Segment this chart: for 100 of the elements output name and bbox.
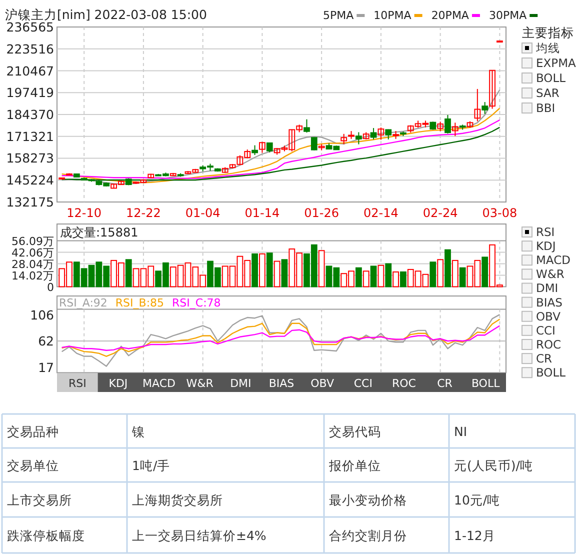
y-tick-label: 132175 <box>6 194 54 210</box>
text: KDJ <box>108 377 128 390</box>
legend-label: 20PMA <box>431 9 470 22</box>
legend-label: 5PMA <box>323 9 354 22</box>
bar <box>252 253 258 288</box>
text: 镍 <box>131 424 145 439</box>
bar <box>444 249 451 288</box>
candlestick <box>266 142 273 153</box>
bar <box>482 256 488 288</box>
text: RSI <box>536 225 555 239</box>
y-tick-label: 223516 <box>6 41 54 56</box>
line-series <box>61 314 500 367</box>
y-tick-label: 236565 <box>6 20 54 34</box>
text: BBI <box>536 101 556 115</box>
text: CCI <box>536 323 556 338</box>
candlestick <box>340 133 348 145</box>
y-tick-label: 42.06万 <box>12 246 54 260</box>
text: NI <box>454 424 468 439</box>
text: MACD <box>142 377 176 390</box>
y-tick-label: 210467 <box>6 63 54 78</box>
text: ROC <box>536 337 562 352</box>
y-tick-label: 56.09万 <box>12 235 54 248</box>
text: BIAS <box>268 377 294 390</box>
bar <box>125 259 132 288</box>
text: BOLL <box>536 366 566 380</box>
y-tick-label: 106 <box>30 308 54 323</box>
x-tick-label: 01-04 <box>185 206 220 220</box>
text: 1吨/手 <box>132 458 170 473</box>
candlestick <box>304 118 310 134</box>
text: CR <box>437 377 453 390</box>
candlestick <box>252 144 258 156</box>
text: 上一交易日结算价±4% <box>132 528 266 543</box>
x-tick-label: 02-14 <box>364 206 398 220</box>
candlestick <box>437 121 444 132</box>
text: W&R <box>186 377 214 390</box>
text: RSI_A:92 <box>59 296 108 310</box>
text: EXPMA <box>536 56 576 70</box>
text: RSI <box>68 377 86 390</box>
bar <box>378 264 384 288</box>
y-tick-label: 62 <box>38 334 54 348</box>
y-tick-label: 158273 <box>6 150 54 166</box>
candlestick <box>482 102 488 114</box>
bar <box>259 253 266 288</box>
candlestick <box>355 132 362 145</box>
text: ROC <box>392 377 416 390</box>
bar <box>437 259 444 288</box>
chart-title: 成交量:15881 <box>60 226 138 240</box>
bar <box>266 252 273 288</box>
bar <box>459 267 466 288</box>
text: DMI <box>230 377 252 390</box>
y-tick-label: 28.04万 <box>12 258 54 272</box>
candlestick <box>370 128 377 140</box>
text: 1-12月 <box>454 528 496 543</box>
bar <box>392 271 399 288</box>
line-series <box>61 325 500 351</box>
text: MACD <box>536 253 571 268</box>
text: CCI <box>354 377 372 390</box>
text: 报价单位 <box>328 458 381 473</box>
bar <box>274 260 280 288</box>
bar <box>452 260 458 288</box>
text: OBV <box>310 377 334 390</box>
legend-label: 10PMA <box>374 9 412 22</box>
text: RSI_B:85 <box>115 296 164 310</box>
text: CR <box>536 352 552 366</box>
x-tick-label: 01-14 <box>244 206 280 220</box>
x-tick-label: 02-24 <box>422 206 458 220</box>
text: 交易单位 <box>7 458 59 473</box>
candlestick <box>385 128 392 140</box>
candlestick <box>474 88 481 122</box>
x-tick-label: 12-10 <box>66 206 102 220</box>
text: 上海期货交易所 <box>132 492 223 508</box>
text: 合约交割月份 <box>329 528 407 543</box>
bar <box>355 267 362 288</box>
text: BIAS <box>536 295 562 310</box>
y-tick-label: 17 <box>38 360 54 375</box>
bar <box>370 266 377 288</box>
bar <box>281 259 288 288</box>
y-tick-label: 197419 <box>6 85 54 100</box>
text: 交易代码 <box>329 424 381 439</box>
bar <box>430 262 436 288</box>
candlestick <box>310 136 318 151</box>
x-tick-label: 01-26 <box>304 206 340 220</box>
line-series <box>61 119 500 179</box>
text: 最小变动价格 <box>329 492 407 508</box>
text: W&R <box>536 267 564 282</box>
text: KDJ <box>536 239 556 254</box>
line-series <box>61 108 500 184</box>
text: 上市交易所 <box>7 492 72 508</box>
y-tick-label: 145224 <box>6 172 54 188</box>
candlestick <box>378 127 384 140</box>
x-tick-label: 12-22 <box>126 206 161 220</box>
text: DMI <box>536 281 558 296</box>
bar <box>362 270 370 288</box>
line-series <box>61 126 500 181</box>
y-tick-label: 0 <box>47 281 54 294</box>
bar <box>385 263 392 288</box>
text: SAR <box>536 86 560 100</box>
text: OBV <box>536 309 561 324</box>
chart-title: 沪镍主力[nim] 2022-03-08 15:00 <box>5 7 207 22</box>
candlestick <box>444 114 451 134</box>
